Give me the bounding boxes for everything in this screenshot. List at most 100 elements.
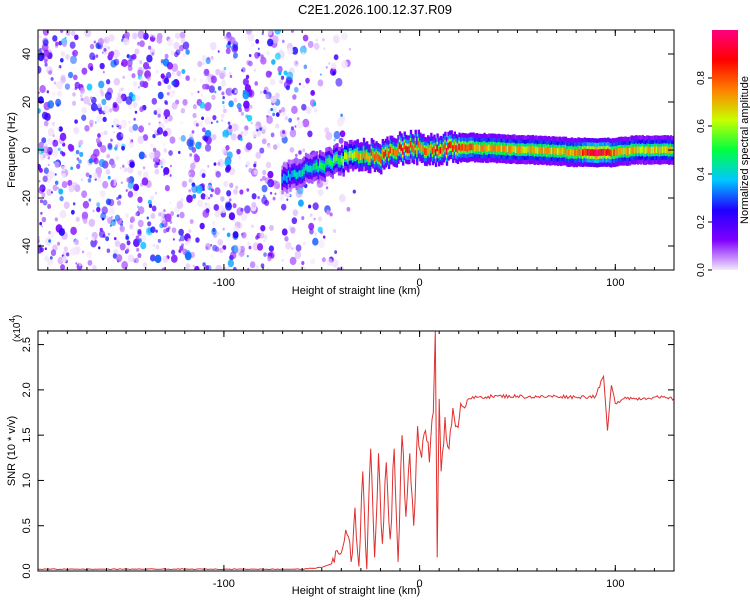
spectrogram-noise-blob [78, 139, 84, 146]
spectrogram-ridge-cell [614, 148, 618, 156]
spectrogram-ridge-cell [464, 144, 467, 152]
spectrogram-ridge-cell [484, 145, 488, 152]
spectrogram-noise-blob [143, 154, 147, 158]
spectrogram-ridge-cell [527, 145, 530, 153]
spectrogram-noise-blob [236, 148, 241, 155]
spectrogram-noise-blob [267, 30, 273, 36]
snr-y-tick-label: 2.0 [21, 382, 33, 397]
spectrogram-noise-blob [192, 193, 197, 199]
spectrogram-ridge-cell [397, 146, 400, 153]
spectrogram-ridge-cell [329, 159, 333, 167]
spectrogram-noise-blob [140, 234, 147, 242]
spectrogram-noise-blob [341, 32, 348, 41]
spectrogram-noise-blob [208, 187, 212, 191]
spectrogram-noise-blob [192, 77, 197, 82]
spectrogram-noise-blob [267, 109, 272, 114]
spectrogram-noise-blob [182, 52, 187, 58]
spectrogram-noise-blob [339, 194, 346, 203]
spectrogram-noise-blob [240, 111, 245, 116]
spectrogram-noise-blob [260, 263, 265, 268]
spectrogram-noise-blob [312, 101, 317, 107]
spectrogram-ridge-cell [643, 147, 646, 154]
spectrogram-noise-blob [291, 105, 298, 114]
spectrogram-noise-blob [127, 180, 135, 189]
spectrogram-ridge-cell [417, 140, 421, 148]
spectrogram-noise-blob [43, 120, 49, 127]
spectrogram-noise-blob [222, 104, 226, 109]
snr-series-line [38, 331, 674, 571]
spectrogram-noise-blob [246, 188, 250, 192]
spectrogram-ridge-cell [561, 147, 565, 155]
spectrogram-noise-blob [155, 229, 158, 233]
spectrogram-ridge-cell [461, 143, 464, 151]
spectrogram-noise-blob [137, 196, 143, 203]
spectrogram-ridge-cell [400, 144, 403, 152]
spectrogram-noise-blob [82, 200, 90, 209]
spectrogram-noise-blob [180, 197, 184, 202]
spectrogram-noise-blob [88, 198, 92, 202]
spectrogram-noise-blob [56, 80, 63, 90]
spectrogram-ridge-cell [375, 152, 378, 159]
spectrogram-ridge-cell [556, 148, 560, 155]
spectrogram-ridge-cell [627, 147, 630, 155]
spectrogram-noise-blob [207, 56, 210, 61]
spectrogram-noise-blob [119, 243, 126, 251]
spectrogram-ridge-cell [578, 148, 582, 156]
spectrogram-noise-blob [154, 156, 160, 163]
spectrogram-noise-blob [151, 205, 157, 212]
spectrogram-noise-blob [69, 247, 77, 256]
spectrogram-noise-blob [102, 116, 107, 123]
spectrogram-noise-blob [72, 74, 78, 81]
spectrogram-noise-blob [192, 112, 197, 119]
spectrogram-noise-blob [260, 54, 264, 59]
spectrogram-noise-blob [46, 188, 53, 196]
spectrogram-noise-blob [221, 80, 227, 87]
spectrogram-ridge-layer [281, 129, 674, 195]
spectrogram-ridge-cell [550, 147, 554, 155]
spectrogram-noise-blob [54, 217, 58, 222]
spectrogram-noise-blob [169, 220, 173, 224]
spectrogram-ridge-cell [596, 149, 599, 157]
spectrogram-noise-blob [337, 267, 341, 270]
spectrogram-noise-blob [115, 144, 118, 148]
spectrogram-noise-blob [257, 196, 260, 200]
spectrogram-ridge-cell [489, 144, 493, 152]
spectrogram-ridge-cell [505, 146, 508, 153]
spectrogram-noise-blob [301, 103, 307, 111]
spectrogram-noise-blob [163, 143, 166, 146]
spectrogram-noise-blob [323, 47, 326, 50]
spectrogram-noise-blob [38, 246, 43, 254]
spectrogram-noise-blob [301, 51, 305, 56]
spectrogram-ridge-cell [658, 147, 662, 154]
spectrogram-noise-blob [260, 224, 266, 232]
spectrogram-noise-blob [137, 252, 142, 259]
spectrogram-ridge-cell [663, 146, 666, 153]
spectrogram-noise-blob [159, 160, 164, 166]
spectrogram-ridge-cell [401, 147, 405, 155]
spectrogram-noise-blob [105, 168, 111, 175]
spectrogram-ridge-cell [469, 143, 472, 151]
spectrogram-noise-blob [197, 199, 204, 208]
spectrogram-ridge-cell [431, 147, 435, 155]
spectrogram-noise-blob [187, 172, 191, 176]
spectrogram-noise-blob [153, 129, 158, 135]
spectrogram-noise-blob [239, 245, 245, 253]
spectrogram-noise-blob [222, 208, 226, 214]
spectrogram-ridge-cell [373, 154, 377, 162]
spectrogram-ridge-cell [383, 151, 386, 159]
spectrogram-noise-blob [257, 52, 261, 57]
spectrogram-noise-blob [87, 259, 93, 266]
spectrogram-noise-blob [48, 239, 51, 243]
snr-series-layer [38, 331, 674, 571]
spectrogram-noise-blob [255, 235, 259, 240]
spectrogram-noise-blob [113, 182, 117, 186]
spectrogram-ridge-cell [586, 148, 590, 156]
spectrogram-noise-blob [103, 130, 108, 136]
spectrogram-noise-blob [76, 163, 81, 170]
spectrogram-noise-blob [238, 156, 241, 160]
spectrogram-noise-blob [244, 125, 249, 131]
spectrogram-noise-blob [125, 248, 130, 253]
spectrogram-noise-blob [182, 99, 188, 106]
spectrogram-noise-blob [39, 221, 43, 226]
spectrogram-ridge-cell [558, 147, 561, 155]
